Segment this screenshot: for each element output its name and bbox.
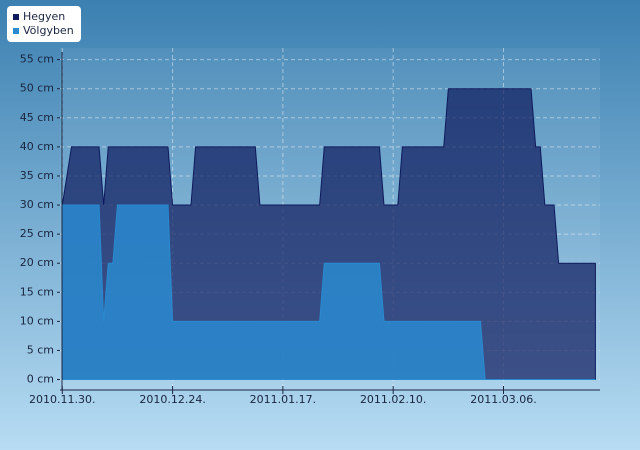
y-tick-label: 5 cm — [27, 343, 54, 356]
y-tick-label: 50 cm — [20, 82, 54, 95]
legend-box — [7, 6, 81, 42]
x-tick-label: 2011.03.06. — [470, 393, 536, 406]
x-tick-label: 2010.12.24. — [139, 393, 205, 406]
y-tick-label: 35 cm — [20, 169, 54, 182]
legend-label: Völgyben — [23, 24, 74, 37]
legend-swatch — [13, 28, 19, 34]
y-tick-label: 25 cm — [20, 227, 54, 240]
y-tick-label: 10 cm — [20, 314, 54, 327]
y-tick-label: 55 cm — [20, 53, 54, 66]
y-tick-label: 15 cm — [20, 285, 54, 298]
y-tick-label: 45 cm — [20, 111, 54, 124]
x-tick-label: 2011.01.17. — [250, 393, 316, 406]
y-tick-label: 0 cm — [27, 373, 54, 386]
legend-swatch — [13, 14, 19, 20]
y-tick-label: 30 cm — [20, 198, 54, 211]
x-tick-label: 2010.11.30. — [29, 393, 95, 406]
y-tick-label: 20 cm — [20, 256, 54, 269]
area — [61, 204, 596, 381]
legend-label: Hegyen — [23, 10, 65, 23]
area — [61, 88, 596, 381]
y-tick-label: 40 cm — [20, 140, 54, 153]
x-tick-label: 2011.02.10. — [360, 393, 426, 406]
